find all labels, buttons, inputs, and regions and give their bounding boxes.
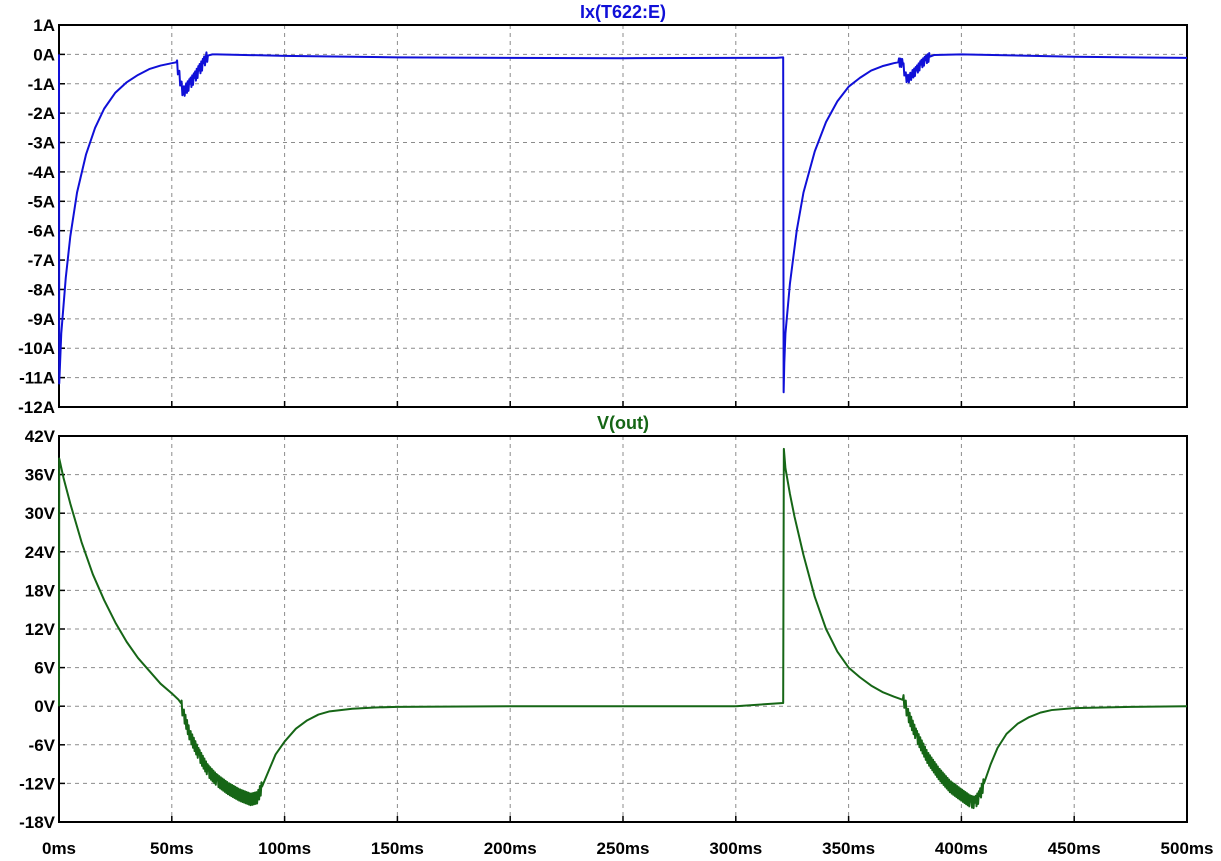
x-tick-label: 450ms (1048, 839, 1101, 858)
y-tick-label: -12V (19, 774, 56, 793)
y-tick-label: 0A (33, 45, 55, 64)
y-tick-label: -12A (18, 398, 55, 417)
y-tick-label: -8A (28, 280, 55, 299)
y-tick-label: -11A (19, 369, 55, 388)
x-tick-label: 0ms (42, 839, 76, 858)
trace-title: Ix(T622:E) (580, 2, 666, 22)
y-tick-label: 24V (25, 543, 56, 562)
voltage-panel: 0ms 50ms 100ms 150ms 200ms 250ms 300ms 350ms 400… (19, 413, 1213, 858)
y-tick-label: 42V (25, 427, 56, 446)
y-tick-label: 18V (25, 581, 56, 600)
y-tick-label: -9A (28, 310, 55, 329)
y-tick-label: -3A (28, 134, 55, 153)
trace-line (58, 447, 1188, 810)
y-tick-label: -2A (28, 104, 55, 123)
x-tick-label: 400ms (935, 839, 988, 858)
x-tick-label: 200ms (484, 839, 537, 858)
y-tick-label: -7A (28, 251, 55, 270)
y-tick-label: 6V (34, 659, 55, 678)
x-tick-label: 100ms (258, 839, 311, 858)
y-tick-label: -10A (18, 339, 55, 358)
current-panel: 1A 0A -1A -2A -3A -4A -5A -6A -7A -8A -9A -10A -11A -… (18, 2, 1188, 417)
y-tick-label: -18V (19, 813, 56, 832)
y-tick-label: 30V (25, 504, 56, 523)
x-tick-label: 150ms (371, 839, 424, 858)
x-tick-label: 350ms (822, 839, 875, 858)
trace-title: V(out) (597, 413, 649, 433)
x-tick-label: 50ms (150, 839, 193, 858)
x-tick-label: 500ms (1161, 839, 1214, 858)
y-tick-label: -4A (28, 163, 55, 182)
y-tick-label: 0V (34, 697, 55, 716)
y-tick-label: -6V (29, 736, 56, 755)
x-tick-label: 300ms (709, 839, 762, 858)
y-tick-label: 36V (25, 466, 56, 485)
y-tick-label: -6A (28, 222, 55, 241)
y-tick-label: -5A (28, 192, 55, 211)
trace-line (58, 51, 1188, 394)
y-tick-label: 1A (33, 16, 55, 35)
y-tick-label: 12V (25, 620, 56, 639)
x-tick-label: 250ms (597, 839, 650, 858)
y-tick-label: -1A (28, 75, 55, 94)
